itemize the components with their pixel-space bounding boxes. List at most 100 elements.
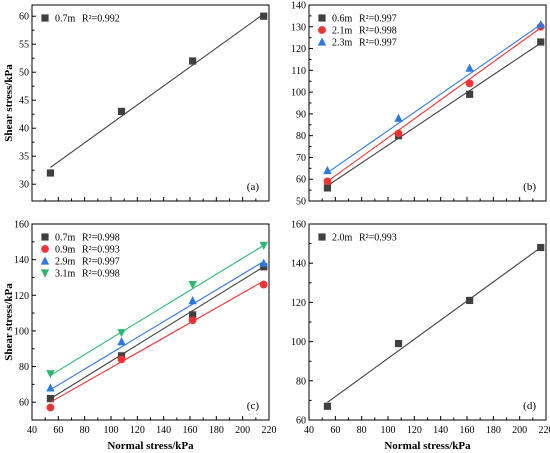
legend: 0.7m R²=0.992 [41, 14, 120, 25]
y-tick-label: 60 [19, 398, 29, 409]
y-tick-label: 70 [296, 153, 306, 164]
legend-marker [317, 37, 327, 46]
y-tick-label: 140 [291, 1, 306, 12]
legend-marker [41, 233, 49, 241]
legend-marker [40, 269, 50, 278]
x-tick-label: 180 [209, 425, 224, 436]
y-tick-label: 90 [296, 109, 306, 120]
x-tick-label: 220 [262, 425, 277, 436]
series-2.9m [46, 258, 268, 392]
y-tick-label: 55 [19, 40, 29, 51]
data-point [465, 79, 474, 88]
legend-series-name: 2.0m [332, 233, 353, 244]
series-0.7m [46, 12, 268, 177]
x-tick-label: 40 [304, 425, 314, 436]
data-point [536, 20, 545, 29]
fit-line [327, 247, 542, 403]
x-tick-label: 100 [381, 425, 396, 436]
panel-label: (d) [523, 400, 536, 412]
series-2.3m [323, 20, 545, 175]
x-tick-label: 200 [512, 425, 527, 436]
plot-frame [31, 4, 270, 202]
y-tick-label: 110 [291, 66, 306, 77]
data-point [465, 63, 474, 72]
y-tick-label: 50 [19, 68, 29, 79]
y-tick-label: 60 [19, 12, 29, 23]
legend-series-name: 2.3m [332, 38, 353, 49]
legend-r2: R²=0.997 [359, 14, 397, 25]
x-tick-label: 220 [539, 425, 550, 436]
x-tick-label: 160 [183, 425, 198, 436]
data-point [260, 12, 268, 20]
fit-line [50, 260, 265, 391]
data-point [394, 339, 403, 348]
data-point [46, 395, 55, 403]
y-tick-label: 100 [14, 326, 29, 337]
fit-line [50, 13, 265, 168]
y-tick-label: 60 [296, 175, 306, 186]
x-tick-label: 140 [433, 425, 448, 436]
legend-marker [318, 14, 326, 22]
y-tick-label: 160 [14, 220, 29, 231]
data-point [188, 296, 197, 305]
data-point [189, 57, 197, 65]
series-3.1m [46, 241, 268, 379]
legend-r2: R²=0.997 [359, 38, 397, 49]
y-tick-label: 160 [291, 220, 306, 231]
series-2.0m [323, 243, 545, 410]
legend-marker [41, 14, 49, 22]
legend-series-name: 0.7m [55, 233, 76, 244]
data-point [259, 280, 268, 289]
x-tick-label: 60 [330, 425, 340, 436]
legend: 0.6m R²=0.997 2.1m R²=0.998 2.3m R²=0.997 [317, 14, 397, 49]
x-tick-label: 200 [235, 425, 250, 436]
series-0.9m [46, 280, 268, 412]
data-point [188, 280, 197, 290]
legend-series-name: 0.6m [332, 14, 353, 25]
data-point [323, 165, 332, 175]
data-point [394, 113, 403, 122]
legend-r2: R²=0.998 [82, 233, 120, 244]
data-point [466, 90, 474, 98]
y-tick-label: 45 [19, 96, 29, 107]
panel-3: 60 80 100 120 140 160 40 60 80 100 120 140 160 180 200… [3, 220, 277, 453]
data-point [394, 129, 403, 138]
series-0.7m [46, 263, 268, 403]
legend-marker [41, 245, 49, 253]
data-point [117, 107, 126, 115]
legend: 2.0m R²=0.993 [318, 233, 397, 244]
y-tick-label: 80 [19, 362, 29, 373]
y-tick-label: 40 [19, 124, 29, 135]
legend-series-name: 3.1m [55, 269, 76, 280]
legend-marker [318, 26, 326, 34]
data-point [46, 169, 55, 177]
data-point [323, 402, 332, 410]
y-axis-title: Shear stress/kPa [3, 283, 15, 361]
y-tick-label: 120 [14, 291, 29, 302]
x-tick-label: 80 [357, 425, 367, 436]
y-tick-label: 80 [296, 131, 306, 142]
panel-label: (a) [247, 181, 260, 193]
data-point [259, 258, 268, 267]
data-point [189, 311, 197, 319]
legend-marker [318, 233, 326, 241]
legend-series-name: 0.9m [55, 245, 76, 256]
panel-label: (c) [247, 400, 260, 412]
y-tick-label: 120 [291, 44, 306, 55]
data-point [537, 243, 545, 252]
x-tick-label: 80 [80, 425, 90, 436]
fit-line [327, 42, 542, 187]
x-tick-label: 120 [130, 425, 145, 436]
legend-series-name: 0.7m [55, 14, 76, 25]
data-point [323, 177, 332, 186]
fit-line [50, 280, 265, 403]
x-tick-label: 120 [407, 425, 422, 436]
x-axis-title: Normal stress/kPa [384, 440, 471, 452]
data-point [188, 316, 197, 325]
x-axis-title: Normal stress/kPa [107, 440, 194, 452]
y-tick-label: 35 [19, 152, 29, 163]
legend-r2: R²=0.997 [82, 257, 120, 268]
x-tick-label: 140 [156, 425, 171, 436]
y-tick-label: 140 [291, 259, 306, 270]
